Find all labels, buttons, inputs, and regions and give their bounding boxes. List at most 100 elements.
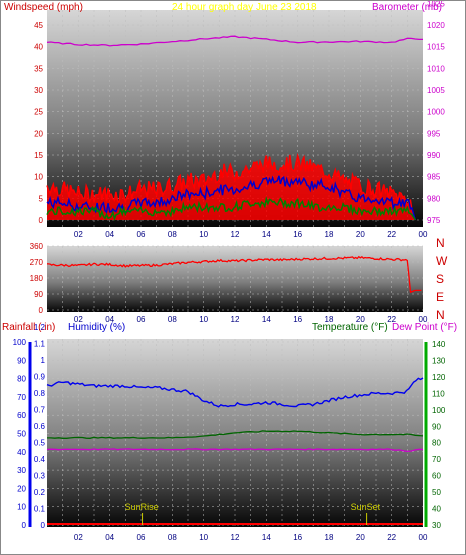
rainfall-tick-label: 0.5 [34,439,46,448]
windspeed-tick-label: 25 [34,108,43,117]
windspeed-tick-label: 10 [34,173,43,182]
rainfall-tick-label: 0.6 [34,422,46,431]
x-tick-label: 12 [231,533,240,542]
barometer-tick-label: 985 [427,173,441,182]
rainfall-tick-label: 0.8 [34,389,46,398]
x-tick-label: 18 [325,230,334,239]
temperature-tick-label: 110 [432,389,445,398]
chart-marks [28,35,428,527]
barometer-tick-label: 1000 [427,108,445,117]
temperature-tick-label: 140 [432,340,446,349]
x-tick-label: 02 [74,230,83,239]
graph-title: 24 hour graph day June 23 2018 [172,2,317,13]
windspeed-axis-title: Windspeed (mph) [4,2,83,13]
direction-tick-label: 360 [30,242,44,251]
x-tick-label: 16 [293,315,302,324]
x-tick-label: 10 [199,533,208,542]
x-tick-label: 08 [168,315,177,324]
barometer-axis-title: Barometer (mb) [372,2,442,13]
x-tick-label: 08 [168,230,177,239]
barometer-tick-label: 980 [427,194,441,203]
windspeed-tick-label: 5 [39,194,44,203]
x-tick-label: 04 [105,533,114,542]
dew-point-axis-title: Dew Point (°F) [392,322,457,333]
humidity-tick-label: 20 [17,484,26,493]
temperature-tick-label: 60 [432,472,441,481]
rainfall-axis-title: Rainfall (.in) [2,322,55,333]
barometer-tick-label: 1015 [427,43,445,52]
temperature-tick-label: 50 [432,488,441,497]
temperature-line [47,430,424,439]
x-tick-label: 16 [293,230,302,239]
x-tick-label: 22 [387,533,396,542]
x-tick-label: 20 [356,230,365,239]
humidity-tick-label: 80 [17,375,26,384]
rainfall-tick-label: 0 [41,521,46,530]
temperature-tick-label: 70 [432,455,441,464]
direction-tick-label: 180 [30,274,44,283]
barometer-tick-label: 1025 [427,0,445,8]
x-tick-label: 16 [293,533,302,542]
humidity-tick-label: 90 [17,356,26,365]
humidity-tick-label: 70 [17,393,26,402]
x-tick-label: 00 [419,533,428,542]
axis-labels: 0510152025303540459759809859909951000100… [13,0,448,542]
barometer-tick-label: 1020 [427,21,445,30]
x-tick-label: 06 [137,315,146,324]
wind-gust-line [46,152,416,221]
compass-label: W [436,254,448,268]
sunset-label: SunSet [351,502,381,512]
barometer-line [46,35,423,47]
rainfall-tick-label: 1.1 [34,340,46,349]
windspeed-tick-label: 20 [34,129,43,138]
x-tick-label: 06 [137,533,146,542]
x-tick-label: 14 [262,230,271,239]
direction-tick-label: 270 [30,258,44,267]
rainfall-tick-label: 1 [41,356,46,365]
barometer-tick-label: 990 [427,151,441,160]
x-tick-label: 18 [325,315,334,324]
humidity-tick-label: 0 [22,521,27,530]
compass-label: N [436,308,445,322]
humidity-tick-label: 100 [13,338,27,347]
x-tick-label: 22 [387,315,396,324]
x-tick-label: 20 [356,315,365,324]
windspeed-tick-label: 30 [34,86,43,95]
x-tick-label: 02 [74,533,83,542]
x-tick-label: 20 [356,533,365,542]
temperature-tick-label: 90 [432,422,441,431]
x-tick-label: 00 [419,315,428,324]
compass-label: E [436,290,444,304]
temperature-tick-label: 40 [432,505,441,514]
barometer-tick-label: 995 [427,129,441,138]
barometer-tick-label: 975 [427,216,441,225]
rainfall-tick-label: 1.2 [34,323,46,332]
rainfall-tick-label: 0.9 [34,373,46,382]
compass-label: N [436,236,445,250]
temperature-axis-title: Temperature (°F) [312,322,388,333]
sunrise-label: SunRise [125,502,159,512]
humidity-line [46,377,424,408]
rainfall-tick-label: 0.3 [34,472,46,481]
wind-speed-line [46,175,416,221]
windspeed-tick-label: 0 [39,216,44,225]
wind-direction-line [46,255,422,294]
x-tick-label: 02 [74,315,83,324]
humidity-tick-label: 50 [17,430,26,439]
x-tick-label: 08 [168,533,177,542]
direction-tick-label: 0 [39,306,44,315]
x-tick-label: 10 [199,230,208,239]
x-tick-label: 18 [325,533,334,542]
dew-point-line [46,448,424,453]
direction-tick-label: 90 [34,290,43,299]
humidity-axis-title: Humidity (%) [68,322,125,333]
humidity-tick-label: 30 [17,466,26,475]
x-tick-label: 06 [137,230,146,239]
temperature-tick-label: 130 [432,356,446,365]
x-tick-label: 10 [199,315,208,324]
windspeed-tick-label: 40 [34,43,43,52]
wind-average-line [46,195,416,222]
x-tick-label: 04 [105,315,114,324]
x-tick-label: 04 [105,230,114,239]
